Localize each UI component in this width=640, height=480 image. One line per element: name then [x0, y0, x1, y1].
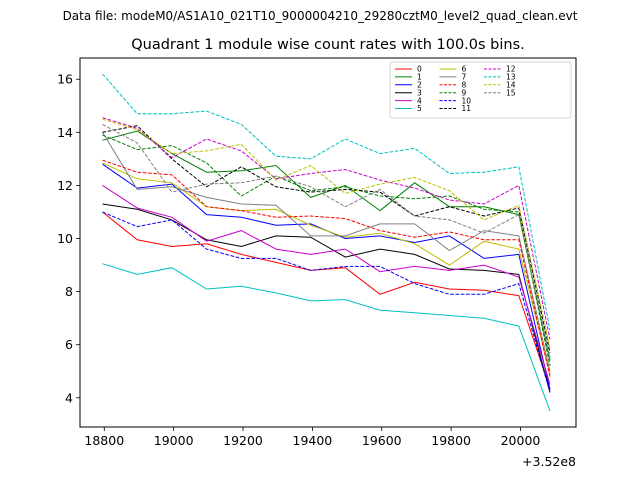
- series-line-3: [102, 203, 551, 393]
- series-layer: [102, 73, 551, 412]
- series-line-15: [102, 123, 551, 359]
- legend-label-4: 4: [417, 96, 422, 105]
- series-line-7: [102, 132, 551, 372]
- series-line-12: [102, 117, 551, 340]
- legend-label-8: 8: [462, 81, 467, 90]
- legend-label-15: 15: [506, 88, 516, 97]
- series-line-8: [102, 159, 551, 377]
- y-tick-label: 16: [57, 72, 73, 87]
- x-tick-label: 18800: [84, 433, 124, 448]
- tick-layer: 18800 19000 19200 19400 19600 19800 20000 4 6 8 10…: [57, 72, 540, 448]
- legend-label-5: 5: [417, 104, 422, 113]
- legend-label-9: 9: [462, 88, 467, 97]
- y-tick-label: 10: [57, 231, 73, 246]
- y-tick-label: 4: [65, 390, 73, 405]
- data-file-label: Data file: modeM0/AS1A10_021T10_90000042…: [63, 9, 578, 23]
- chart-title: Quadrant 1 module wise count rates with …: [131, 37, 525, 53]
- legend-label-11: 11: [462, 104, 472, 113]
- x-tick-label: 19600: [362, 433, 402, 448]
- series-line-2: [102, 163, 551, 390]
- legend-label-3: 3: [417, 88, 422, 97]
- series-line-5: [102, 263, 551, 412]
- series-line-0: [102, 211, 551, 389]
- legend-label-6: 6: [462, 65, 467, 74]
- x-tick-label: 19400: [293, 433, 333, 448]
- plot-frame: [79, 57, 577, 428]
- series-line-10: [102, 211, 551, 393]
- legend-label-2: 2: [417, 81, 422, 90]
- x-tick-label: 20000: [501, 433, 541, 448]
- y-tick-label: 14: [57, 125, 73, 140]
- legend-label-12: 12: [506, 65, 516, 74]
- legend-box: [389, 61, 572, 119]
- series-line-6: [102, 162, 551, 375]
- series-line-14: [102, 118, 551, 348]
- x-tick-label: 19800: [431, 433, 471, 448]
- x-tick-label: 19000: [154, 433, 194, 448]
- x-tick-label: 19200: [223, 433, 263, 448]
- legend-label-13: 13: [506, 73, 516, 82]
- legend-label-14: 14: [506, 81, 516, 90]
- series-line-9: [102, 134, 551, 366]
- y-tick-label: 12: [57, 178, 73, 193]
- legend-label-0: 0: [417, 65, 422, 74]
- legend-label-10: 10: [462, 96, 472, 105]
- y-tick-label: 8: [65, 284, 73, 299]
- y-tick-label: 6: [65, 337, 73, 352]
- legend-label-7: 7: [462, 73, 467, 82]
- legend-label-1: 1: [417, 73, 422, 82]
- x-offset-label: +3.52e8: [522, 454, 576, 469]
- series-line-13: [102, 73, 551, 331]
- series-line-4: [102, 184, 551, 385]
